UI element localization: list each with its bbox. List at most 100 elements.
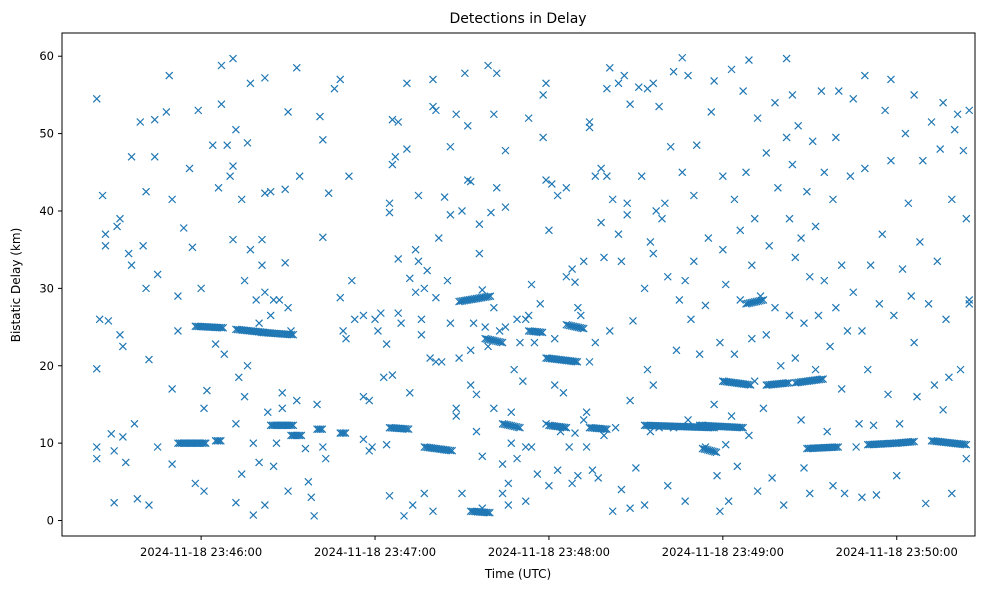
data-point [394,309,403,318]
data-point [285,421,294,430]
data-point [127,152,136,161]
data-point [452,110,461,119]
data-point [710,400,719,409]
data-point [374,327,382,335]
data-point [501,323,510,331]
data-point [200,487,208,496]
data-point [829,481,837,490]
data-point [927,118,936,126]
data-point [316,112,324,121]
data-point [342,334,350,343]
data-point [466,346,475,355]
data-point [701,301,710,310]
data-point [278,404,287,413]
data-point [733,462,742,471]
data-point [287,421,296,430]
data-point [423,266,432,275]
data-point [426,354,435,362]
data-point [388,371,397,379]
data-point [820,168,829,177]
data-point [213,436,222,445]
data-point [829,195,837,204]
data-point [214,183,223,192]
data-point [284,108,293,116]
data-point [420,284,429,293]
data-point [660,199,669,208]
data-point [962,440,971,449]
data-point [165,71,174,80]
data-point [376,309,385,318]
data-point [431,106,440,115]
data-point [602,84,611,93]
data-point [727,412,736,420]
data-point [388,115,397,124]
data-point [681,497,690,506]
data-point [678,53,687,62]
data-point [553,466,562,475]
data-point [359,311,368,320]
data-point [162,108,171,116]
data-point [486,292,495,301]
data-point [591,172,600,181]
data-point [747,334,756,343]
data-point [446,446,455,455]
y-tick-label: 10 [39,436,54,450]
data-point [246,245,255,254]
y-axis-label: Bistatic Delay (km) [9,228,23,343]
data-point [295,172,304,181]
data-point [521,315,530,324]
y-tick-label: 0 [47,514,54,528]
data-point [258,261,266,270]
data-point [217,61,226,70]
data-point [338,429,346,438]
y-tick-label: 60 [39,49,54,63]
data-point [472,427,481,436]
data-point [336,293,345,302]
data-point [292,63,301,72]
data-point [843,327,852,335]
data-point [736,226,745,235]
data-point [260,501,269,509]
data-point [281,185,290,194]
data-point [637,172,646,181]
data-point [429,102,437,111]
data-point [92,364,101,373]
x-tick-label: 2024-11-18 23:49:00 [662,545,784,559]
data-point [562,272,571,281]
data-point [817,87,826,95]
data-point [904,199,913,208]
data-point [539,90,548,99]
data-point [962,454,971,463]
data-point [735,423,744,432]
data-point [727,65,736,74]
data-point [220,350,229,359]
x-tick-label: 2024-11-18 23:47:00 [314,545,436,559]
data-point [304,477,313,486]
data-point [875,299,884,308]
data-point [404,425,413,434]
data-point [215,436,224,445]
data-point [359,435,368,444]
data-point [458,207,466,215]
data-point [707,108,716,116]
data-point [127,261,136,270]
data-point [788,160,797,169]
data-point [713,471,721,480]
data-point [446,210,455,219]
data-point [110,446,119,455]
data-point [721,280,730,289]
data-point [663,481,672,490]
data-point [446,319,455,328]
data-point [765,241,774,250]
data-point [341,429,350,438]
data-point [223,141,232,150]
data-point [737,423,746,432]
data-point [663,272,672,281]
data-point [757,296,766,305]
data-point [371,315,379,324]
data-point [846,172,855,181]
data-point [516,338,524,347]
data-point [805,272,814,281]
data-point [518,377,527,386]
data-point [962,214,971,223]
